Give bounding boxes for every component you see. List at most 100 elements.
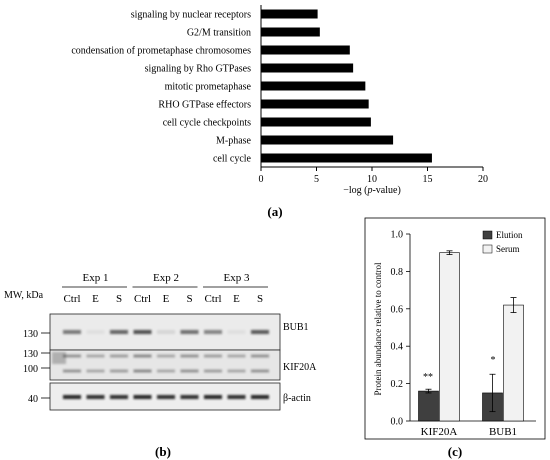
- category-label-mitotic-prometaphase: mitotic prometaphase: [165, 82, 252, 93]
- panel-b-label: (b): [155, 444, 171, 459]
- band-beta-actin-lane-4: [133, 395, 152, 399]
- band-kif20a-lane-5: [157, 354, 175, 358]
- significance-kif20a: **: [423, 372, 433, 383]
- category-label-cell-cycle: cell cycle: [213, 154, 252, 165]
- bar-g2-m-transition: [261, 27, 320, 37]
- band-kif20a-lane-3: [110, 369, 128, 373]
- panel-a-category-labels: signaling by nuclear receptors G2/M trans…: [71, 10, 251, 165]
- band-bub1-lane-7: [204, 330, 222, 334]
- panel-c-y-ticks: 0.0 0.2 0.4 0.6 0.8 1.0: [391, 230, 410, 428]
- band-bub1-lane-5: [157, 330, 175, 334]
- band-kif20a-lane-1: [63, 354, 81, 358]
- x-category-label-bub1: BUB1: [489, 426, 517, 438]
- legend-swatch-elution: [482, 230, 493, 240]
- band-kif20a-lane-9: [251, 354, 269, 358]
- mw-marker-40: 40: [28, 394, 38, 405]
- panel-a-x-axis-label: −log (p-value): [343, 185, 401, 196]
- band-bub1-lane-9: [251, 330, 269, 334]
- band-beta-actin-lane-6: [180, 395, 199, 399]
- band-bub1-lane-2: [86, 330, 105, 334]
- panel-c-category-labels: KIF20A BUB1: [421, 426, 517, 438]
- panel-a-x-ticks: 0 5 10 15 20: [259, 167, 488, 185]
- experiment-header-exp-2: Exp 2: [153, 272, 179, 284]
- protein-label-kif20a: KIF20A: [283, 362, 317, 373]
- protein-label-bub1: BUB1: [283, 322, 309, 333]
- band-beta-actin-lane-7: [204, 395, 222, 399]
- bar-cell-cycle: [261, 153, 432, 163]
- band-beta-actin-lane-9: [251, 395, 269, 399]
- band-kif20a-lane-3: [110, 354, 128, 358]
- x-category-label-kif20a: KIF20A: [421, 426, 458, 438]
- band-kif20a-lane-8: [227, 369, 246, 373]
- protein-label-beta-actin: β-actin: [283, 393, 311, 404]
- blot-bands: [63, 330, 269, 399]
- panel-b-western-blot: MW, kDa Exp 1 Exp 2 Exp 3 Ctrl E S Ctrl E S Ctrl…: [4, 272, 317, 459]
- experiment-headers: Exp 1 Exp 2 Exp 3: [62, 272, 268, 288]
- mw-header: MW, kDa: [4, 290, 44, 301]
- panel-a-bars: [261, 9, 432, 163]
- significance-bub1: *: [491, 355, 496, 366]
- band-kif20a-lane-4: [133, 369, 152, 373]
- bar-signaling-by-rho-gtpases: [261, 63, 354, 73]
- band-beta-actin-lane-1: [63, 395, 81, 399]
- bar-m-phase: [261, 135, 394, 145]
- y-tick-label-0-4: 0.4: [391, 342, 404, 353]
- band-kif20a-lane-5: [157, 369, 175, 373]
- lane-label-ctrl: Ctrl: [63, 293, 80, 305]
- bar-rho-gtpase-effectors: [261, 99, 369, 109]
- x-tick-label-5: 5: [314, 174, 319, 185]
- band-beta-actin-lane-5: [157, 395, 175, 399]
- lane-label-e: E: [163, 293, 170, 305]
- experiment-header-exp-1: Exp 1: [83, 272, 109, 284]
- bar-mitotic-prometaphase: [261, 81, 366, 91]
- bar-bub1-serum: [503, 304, 524, 422]
- band-beta-actin-lane-2: [86, 395, 105, 399]
- band-kif20a-lane-6: [180, 369, 199, 373]
- lane-label-e: E: [233, 293, 240, 305]
- x-tick-label-0: 0: [259, 174, 264, 185]
- lane-label-ctrl: Ctrl: [204, 293, 221, 305]
- bar-cell-cycle-checkpoints: [261, 117, 371, 127]
- legend-swatch-serum: [482, 244, 493, 254]
- category-label-m-phase: M-phase: [216, 136, 252, 147]
- panel-c-bars: [418, 250, 524, 422]
- y-tick-label-0-8: 0.8: [391, 267, 404, 278]
- category-label-signaling-by-nuclear-receptors: signaling by nuclear receptors: [131, 10, 251, 21]
- lane-labels: Ctrl E S Ctrl E S Ctrl E S: [63, 293, 263, 305]
- mw-marker-labels: 130 130 100 40: [23, 329, 38, 405]
- panel-c-legend: Elution Serum: [482, 230, 523, 254]
- category-label-rho-gtpase-effectors: RHO GTPase effectors: [158, 100, 251, 111]
- band-kif20a-lane-2: [86, 369, 105, 373]
- x-tick-label-20: 20: [478, 174, 488, 185]
- y-tick-label-1-0: 1.0: [391, 230, 404, 241]
- band-kif20a-lane-6: [180, 354, 199, 358]
- mw-marker-130: 130: [23, 349, 38, 360]
- bar-kif20a-elution: [418, 390, 439, 422]
- lane-label-s: S: [116, 293, 122, 305]
- panel-c-label: (c): [448, 444, 462, 459]
- band-bub1-lane-3: [110, 330, 128, 334]
- mw-marker-100: 100: [23, 364, 38, 375]
- legend-label-elution: Elution: [496, 230, 523, 240]
- band-beta-actin-lane-3: [110, 395, 128, 399]
- lane-label-e: E: [92, 293, 99, 305]
- legend-label-serum: Serum: [496, 244, 520, 254]
- panel-c-frame: [364, 217, 546, 440]
- bar-signaling-by-nuclear-receptors: [261, 9, 318, 19]
- mw-marker-130: 130: [23, 329, 38, 340]
- band-kif20a-lane-1: [63, 369, 81, 373]
- category-label-cell-cycle-checkpoints: cell cycle checkpoints: [163, 118, 251, 129]
- y-tick-label-0-2: 0.2: [391, 379, 404, 390]
- category-label-signaling-by-rho-gtpases: signaling by Rho GTPases: [145, 64, 251, 75]
- band-kif20a-lane-2: [86, 354, 105, 358]
- experiment-header-exp-3: Exp 3: [224, 272, 250, 284]
- ladder-smear: [52, 352, 66, 364]
- category-label-g2-m-transition: G2/M transition: [187, 28, 251, 39]
- band-bub1-lane-1: [63, 330, 81, 334]
- band-bub1-lane-8: [227, 330, 246, 334]
- band-beta-actin-lane-8: [227, 395, 246, 399]
- lane-label-ctrl: Ctrl: [134, 293, 151, 305]
- y-tick-label-0-6: 0.6: [391, 304, 404, 315]
- panel-a-label: (a): [267, 204, 282, 219]
